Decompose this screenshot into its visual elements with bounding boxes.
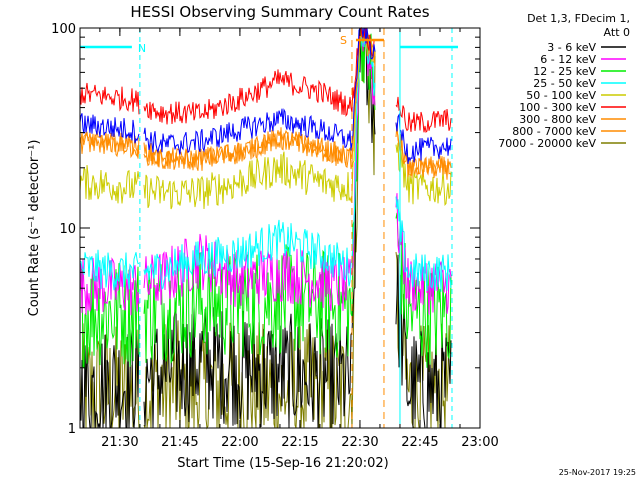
chart-title: HESSI Observing Summary Count Rates bbox=[130, 3, 429, 21]
y-tick-label: 1 bbox=[68, 422, 76, 437]
series-traces bbox=[79, 26, 452, 430]
legend-label: 3 - 6 keV bbox=[547, 41, 596, 54]
saa-label: S bbox=[340, 34, 347, 47]
trace-50-100-kev bbox=[79, 27, 452, 210]
trace-25-50-kev bbox=[79, 27, 452, 292]
x-tick-label: 21:30 bbox=[101, 435, 138, 450]
y-tick-label: 100 bbox=[51, 22, 76, 37]
legend-header-1: Det 1,3, FDecim 1, bbox=[527, 12, 630, 25]
legend-label: 12 - 25 keV bbox=[533, 65, 596, 78]
trace-blue-band bbox=[79, 27, 452, 164]
legend-label: 50 - 100 keV bbox=[526, 89, 596, 102]
x-tick-label: 21:45 bbox=[161, 435, 198, 450]
x-tick-label: 23:00 bbox=[461, 435, 498, 450]
legend-header-2: Att 0 bbox=[604, 26, 630, 39]
x-tick-label: 22:45 bbox=[401, 435, 438, 450]
x-axis-label: Start Time (15-Sep-16 21:20:02) bbox=[177, 456, 388, 471]
render-timestamp: 25-Nov-2017 19:25 bbox=[559, 468, 636, 477]
trace-100-300-kev bbox=[79, 26, 452, 134]
legend-label: 100 - 300 keV bbox=[519, 101, 596, 114]
y-axis-ticks: 1 10 100 bbox=[51, 22, 480, 437]
x-tick-label: 22:15 bbox=[281, 435, 318, 450]
legend-label: 25 - 50 keV bbox=[533, 77, 596, 90]
legend-label: 800 - 7000 keV bbox=[512, 125, 596, 138]
legend-label: 6 - 12 keV bbox=[540, 53, 596, 66]
y-tick-label: 10 bbox=[59, 222, 76, 237]
annotation-markers: NS bbox=[80, 28, 458, 428]
legend-label: 300 - 800 keV bbox=[519, 113, 596, 126]
x-axis-ticks: 21:30 21:45 22:00 22:15 22:30 22:45 23:00 bbox=[99, 28, 499, 450]
x-tick-label: 22:00 bbox=[221, 435, 258, 450]
legend-label: 7000 - 20000 keV bbox=[498, 137, 596, 150]
y-axis-label: Count Rate (s⁻¹ detector⁻¹) bbox=[27, 140, 42, 317]
x-tick-label: 22:30 bbox=[341, 435, 378, 450]
night-label: N bbox=[138, 42, 146, 55]
trace-300-800-kev bbox=[79, 27, 452, 180]
